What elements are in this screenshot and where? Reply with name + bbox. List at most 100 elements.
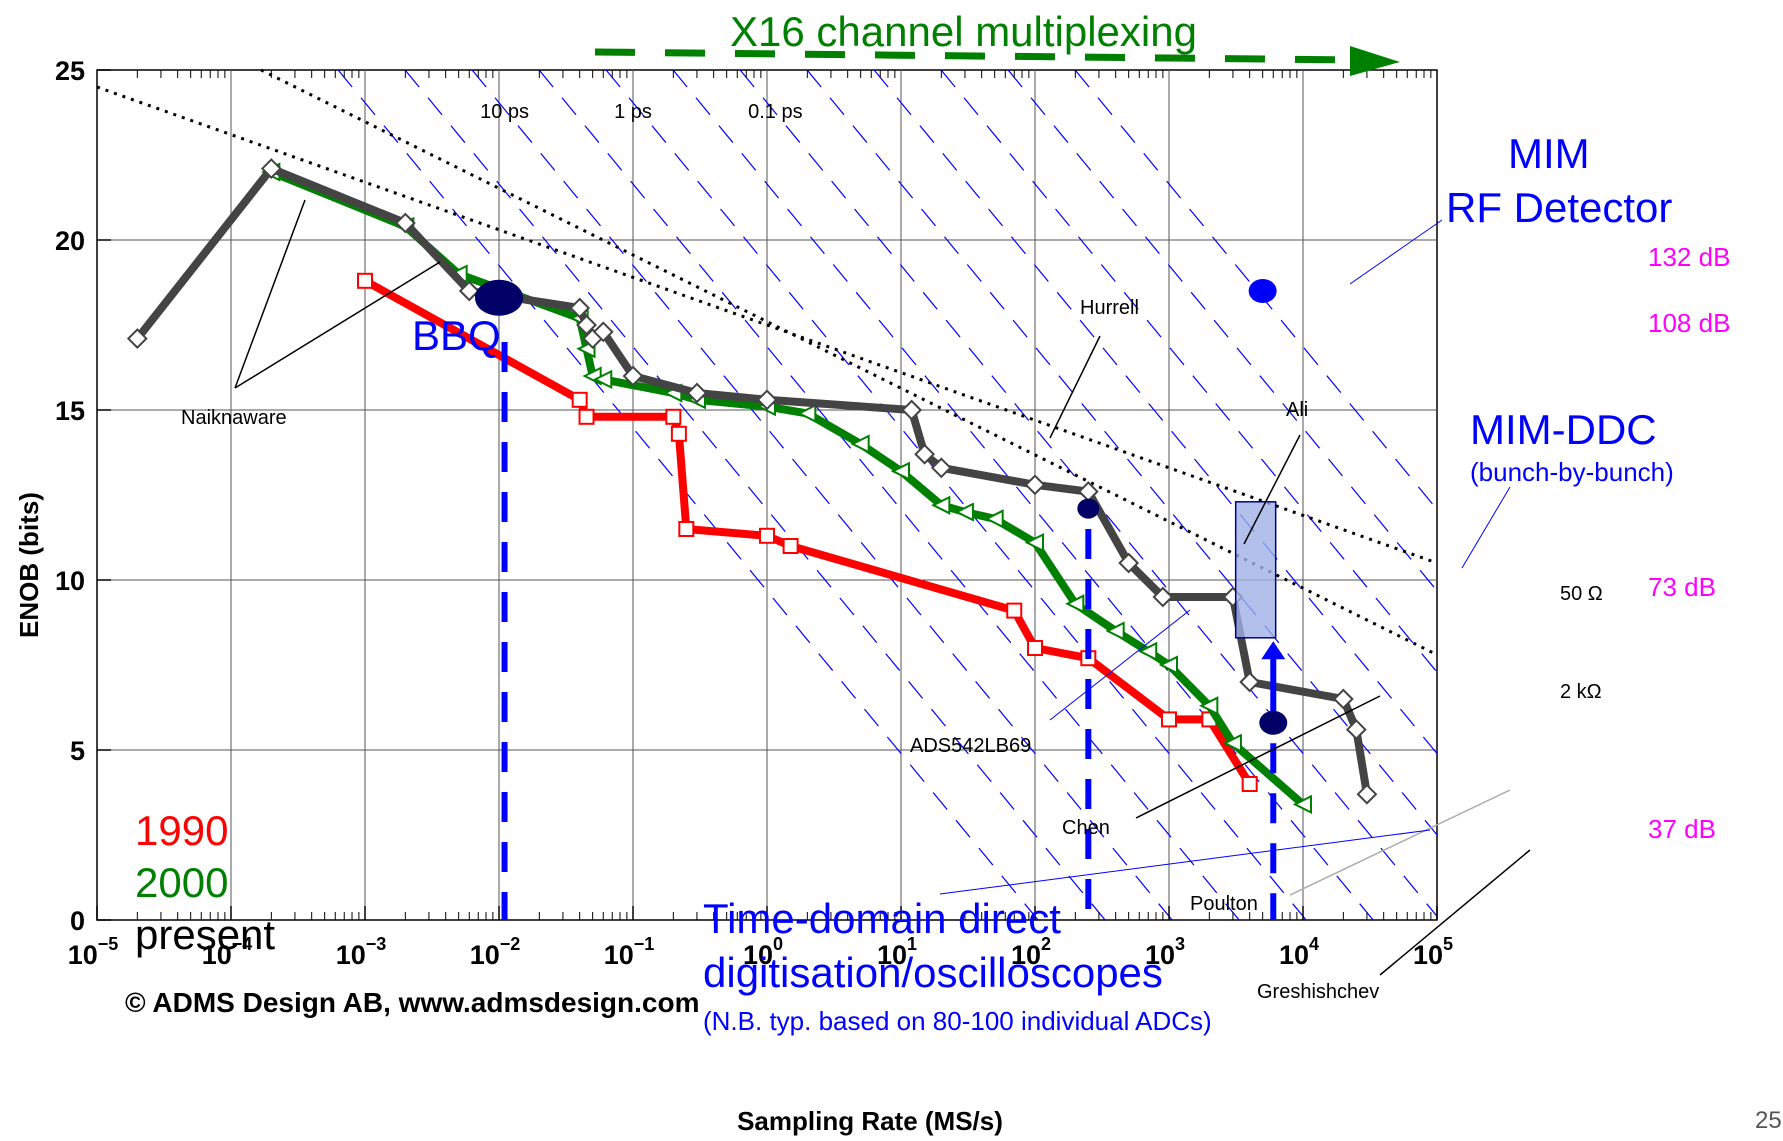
reference-label: 2 kΩ: [1560, 681, 1602, 703]
x-tick-label: 100: [743, 934, 783, 970]
data-point-triangle: [984, 509, 1004, 529]
data-point-diamond: [1345, 719, 1367, 741]
leader-greshishchev: [1379, 849, 1531, 976]
data-point-triangle: [1199, 696, 1219, 716]
multiplex-arrow-head: [1350, 46, 1400, 76]
y-axis-label: ENOB (bits): [14, 492, 44, 638]
multiplex-arrow-shaft: [594, 48, 1361, 64]
jitter-line: [471, 69, 1173, 921]
label-poulton: Poulton: [1190, 893, 1258, 915]
jitter-label: 10 ps: [480, 101, 529, 123]
leader-mim-rf: [1349, 219, 1443, 285]
leader-chen: [1135, 695, 1381, 819]
jitter-line: [404, 69, 1106, 921]
data-point-square: [678, 521, 695, 537]
x-tick-label: 101: [877, 934, 917, 970]
data-point-square: [1241, 776, 1258, 792]
x-tick-label: 104: [1279, 934, 1319, 970]
leader-ads: [1049, 609, 1191, 721]
annotations: Naiknaware Hurrell Ali Chen Poulton Greshishc…: [181, 46, 1531, 1003]
leader-naiknaware-1: [234, 199, 306, 389]
data-point-diamond: [1332, 688, 1354, 710]
y-tick-label: 5: [70, 736, 85, 766]
reference-lines: 50 Ω 2 kΩ: [96, 68, 1603, 703]
data-point-diamond: [1024, 474, 1046, 496]
multiplex-label: X16 channel multiplexing: [730, 8, 1197, 55]
db-73: 73 dB: [1648, 572, 1716, 602]
db-132: 132 dB: [1648, 242, 1730, 272]
mim-ddc-label: MIM-DDC: [1470, 406, 1657, 453]
data-point-triangle: [1292, 794, 1312, 815]
x-tick-label: 105: [1413, 934, 1453, 970]
data-point-diamond: [126, 328, 148, 350]
x-axis-label: Sampling Rate (MS/s): [737, 1106, 1003, 1136]
mim-rf-label-2: RF Detector: [1446, 184, 1672, 231]
data-point-triangle: [850, 434, 870, 454]
data-point-triangle: [593, 369, 613, 390]
leader-mim-ddc: [1461, 486, 1511, 569]
jitter-line: [337, 69, 1039, 921]
label-hurrell: Hurrell: [1080, 297, 1139, 319]
time-domain-point: [1259, 710, 1288, 735]
jitter-label: 1 ps: [614, 101, 652, 123]
leader-time-domain: [939, 829, 1431, 895]
x-tick-label: 10−4: [202, 934, 253, 970]
data-point-diamond: [914, 443, 936, 465]
data-point-square: [1027, 640, 1043, 656]
data-point-square: [665, 408, 682, 425]
jitter-line: [1074, 69, 1438, 510]
mim-rf-label-1: MIM: [1508, 130, 1590, 177]
data-point-triangle: [1222, 733, 1242, 753]
x-tick-label: 10−2: [470, 934, 521, 970]
data-point-triangle: [797, 403, 817, 424]
data-point-diamond: [576, 314, 597, 336]
label-ads: ADS542LB69: [910, 735, 1031, 757]
data-point-diamond: [394, 212, 416, 234]
jitter-label: 0.1 ps: [748, 101, 802, 123]
label-greshishchev: Greshishchev: [1257, 981, 1379, 1003]
copyright: © ADMS Design AB, www.admsdesign.com: [125, 987, 700, 1018]
data-point-triangle: [1158, 655, 1178, 675]
jitter-line: [806, 69, 1438, 836]
axes: 10−5 10−4 10−3 10−2 10−1 100 101 102 103 104 105 0 5…: [55, 56, 1453, 970]
data-point-square: [357, 272, 373, 289]
db-108: 108 dB: [1648, 308, 1730, 338]
y-tick-label: 15: [55, 396, 85, 426]
reference-line: [96, 85, 1438, 565]
jitter-line: [1007, 69, 1438, 592]
data-point-triangle: [954, 502, 974, 522]
leader-naiknaware-2: [234, 261, 441, 389]
data-point-diamond: [592, 321, 614, 343]
data-point-square: [1161, 711, 1177, 728]
legend-present: present: [135, 911, 275, 958]
data-point-diamond: [260, 158, 282, 180]
data-point-square: [571, 391, 588, 408]
data-point-square: [670, 425, 687, 442]
data-point-diamond: [930, 457, 952, 479]
ads-point: [1077, 498, 1100, 519]
jitter-line: [538, 69, 1240, 921]
legend-2000: 2000: [135, 859, 228, 906]
data-point-diamond: [622, 365, 644, 387]
data-point-diamond: [901, 399, 923, 421]
series-line-1990: [363, 277, 1254, 787]
y-tick-label: 20: [55, 226, 85, 256]
data-point-triangle: [890, 461, 910, 481]
y-tick-label: 25: [55, 56, 85, 86]
label-naiknaware: Naiknaware: [181, 407, 287, 429]
jitter-line: [940, 69, 1438, 673]
y-tick-label: 10: [55, 566, 85, 596]
mim-ddc-sub-label: (bunch-by-bunch): [1470, 457, 1674, 487]
data-point-diamond: [1118, 552, 1140, 574]
leader-poulton: [1289, 789, 1511, 896]
data-point-diamond: [569, 297, 591, 319]
leader-hurrell: [1049, 335, 1101, 439]
x-tick-label: 102: [1011, 934, 1051, 970]
x-tick-label: 10−5: [68, 934, 119, 970]
legend-1990: 1990: [135, 807, 228, 854]
bbq-point: [475, 279, 523, 316]
data-point-diamond: [458, 280, 480, 302]
jitter-lines: 10 ps 1 ps 0.1 ps: [337, 69, 1438, 921]
jitter-line: [605, 69, 1307, 921]
